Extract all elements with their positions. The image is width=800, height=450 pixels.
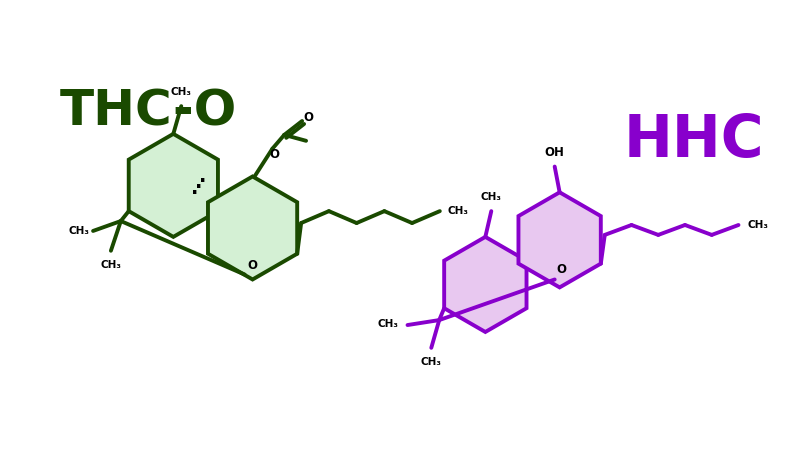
Text: CH₃: CH₃ bbox=[101, 260, 122, 270]
Polygon shape bbox=[129, 134, 218, 237]
Text: HHC: HHC bbox=[624, 112, 765, 169]
Text: CH₃: CH₃ bbox=[447, 206, 468, 216]
Text: ·: · bbox=[195, 178, 202, 197]
Text: ·: · bbox=[199, 172, 206, 191]
Text: CH₃: CH₃ bbox=[170, 87, 192, 97]
Polygon shape bbox=[208, 176, 297, 279]
Text: O: O bbox=[303, 111, 313, 124]
Text: THC-O: THC-O bbox=[59, 87, 237, 135]
Polygon shape bbox=[444, 237, 526, 332]
Polygon shape bbox=[518, 192, 601, 288]
Text: O: O bbox=[270, 148, 279, 161]
Text: CH₃: CH₃ bbox=[421, 357, 442, 367]
Text: CH₃: CH₃ bbox=[69, 226, 90, 236]
Text: CH₃: CH₃ bbox=[748, 220, 769, 230]
Text: O: O bbox=[247, 259, 258, 272]
Text: CH₃: CH₃ bbox=[481, 192, 502, 202]
Text: ·: · bbox=[191, 184, 199, 203]
Text: OH: OH bbox=[545, 146, 565, 159]
Text: O: O bbox=[557, 263, 566, 276]
Text: CH₃: CH₃ bbox=[378, 319, 398, 329]
